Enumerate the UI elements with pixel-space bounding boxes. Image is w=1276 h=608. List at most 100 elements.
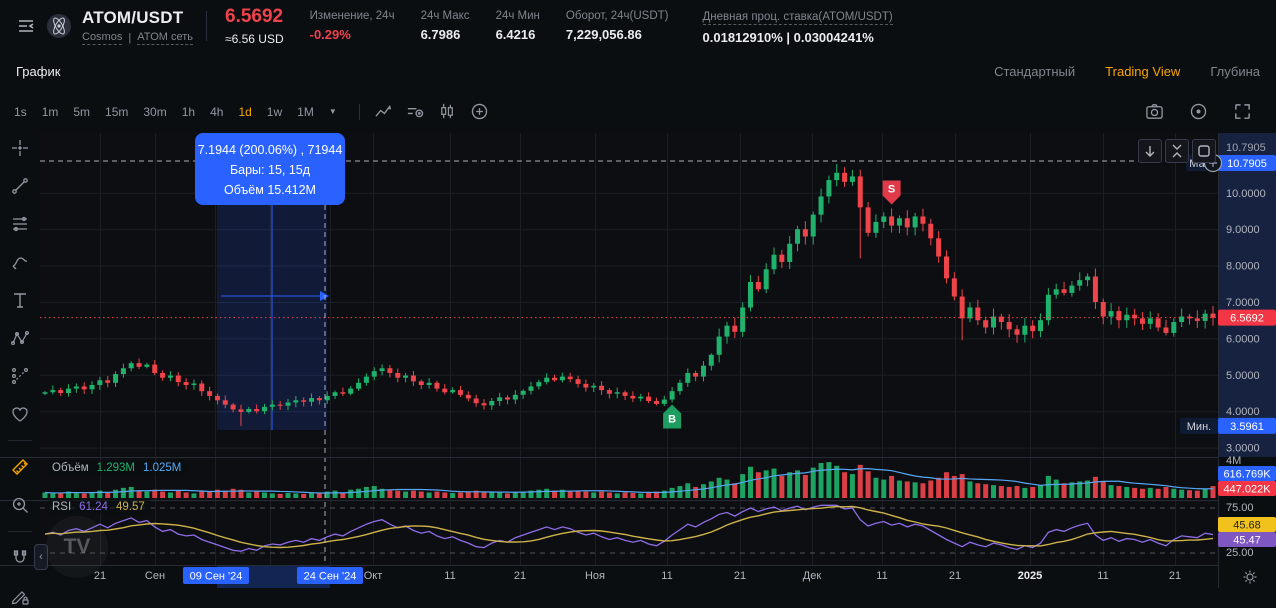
tf-1M[interactable]: 1M — [297, 104, 314, 119]
stat-change: Изменение, 24ч -0.29% — [310, 10, 395, 42]
trend-line-tool-icon[interactable] — [7, 174, 33, 198]
pane-separators[interactable] — [0, 457, 1276, 566]
fullscreen-icon[interactable] — [1230, 101, 1254, 123]
tab-chart[interactable]: График — [16, 63, 61, 79]
indicators-icon[interactable] — [404, 101, 428, 123]
line-chart-type-icon[interactable] — [372, 101, 396, 123]
svg-text:21: 21 — [514, 570, 526, 582]
svg-text:8.0000: 8.0000 — [1226, 261, 1260, 273]
zoom-in-tool-icon[interactable] — [7, 493, 33, 517]
tab-tradingview[interactable]: Trading View — [1105, 63, 1181, 79]
tf-1h[interactable]: 1h — [181, 104, 196, 119]
svg-text:Ноя: Ноя — [585, 570, 605, 582]
tf-1d[interactable]: 1d — [238, 104, 252, 119]
tf-30m[interactable]: 30m — [143, 104, 167, 119]
drawing-toolbar — [0, 136, 40, 608]
funding-value: 0.01812910% | 0.03004241% — [702, 30, 874, 45]
usd-price: ≈6.56 USD — [225, 32, 284, 46]
svg-text:3.0000: 3.0000 — [1226, 443, 1260, 455]
price-block: 6.5692 ≈6.56 USD — [225, 6, 284, 46]
menu-icon[interactable] — [14, 14, 38, 38]
price-axis[interactable]: 10.0000 9.0000 8.0000 7.0000 6.0000 5.0000 4.0… — [1180, 133, 1276, 588]
low-label: 24ч Мин — [495, 10, 540, 22]
svg-text:11: 11 — [661, 570, 672, 582]
tf-4h[interactable]: 4h — [210, 104, 224, 119]
header-divider — [206, 11, 207, 41]
stat-high: 24ч Макс 6.7986 — [421, 10, 470, 42]
tab-depth[interactable]: Глубина — [1210, 63, 1260, 79]
time-axis-badge — [183, 567, 249, 584]
svg-text:21: 21 — [94, 570, 106, 582]
xabcd-pattern-tool-icon[interactable] — [7, 326, 33, 350]
compare-add-icon[interactable] — [468, 101, 492, 123]
svg-text:S: S — [888, 184, 895, 196]
collapse-pane-icon[interactable] — [1165, 139, 1189, 163]
funding-label[interactable]: Дневная проц. ставка(ATOM/USDT) — [702, 11, 893, 25]
chain-link[interactable]: ATOM сеть — [137, 30, 194, 45]
tf-5m[interactable]: 5m — [73, 104, 91, 119]
svg-text:Сен: Сен — [145, 570, 165, 582]
projection-tool-icon[interactable] — [7, 364, 33, 388]
ruler-measure-tool-icon[interactable] — [7, 455, 33, 479]
tf-1s[interactable]: 1s — [14, 104, 27, 119]
svg-text:5.0000: 5.0000 — [1226, 370, 1260, 382]
turnover-value: 7,229,056.86 — [565, 27, 642, 42]
turnover-label: Оборот, 24ч(USDT) — [565, 10, 669, 22]
svg-text:11: 11 — [444, 570, 455, 582]
svg-text:45.47: 45.47 — [1233, 535, 1261, 547]
change-value: -0.29% — [309, 27, 351, 42]
svg-text:10.7905: 10.7905 — [1227, 158, 1267, 170]
measure-range: 7.1944 (200.06%) , 71944 — [197, 143, 343, 157]
svg-text:447.022K: 447.022K — [1223, 484, 1271, 496]
tf-1w[interactable]: 1w — [266, 104, 283, 119]
svg-text:10.0000: 10.0000 — [1226, 188, 1266, 200]
timeframe-caret-icon[interactable]: ▼ — [328, 107, 337, 116]
buy-marker[interactable] — [663, 404, 682, 429]
svg-text:24 Сен '24: 24 Сен '24 — [304, 571, 357, 583]
scroll-down-icon[interactable] — [1138, 139, 1162, 163]
chart-toolbar: 1s 1m 5m 15m 30m 1h 4h 1d 1w 1M ▼ — [0, 90, 1276, 133]
volume-ma-line — [44, 468, 1214, 494]
tab-standard[interactable]: Стандартный — [994, 63, 1076, 79]
svg-text:B: B — [668, 414, 676, 426]
time-axis[interactable]: 21 Сен Окт 11 21 Ноя 11 21 Дек 11 21 2025 11 21 09 Сен… — [94, 566, 1181, 588]
svg-text:21: 21 — [1169, 570, 1181, 582]
network-separator: | — [128, 31, 132, 44]
network-link[interactable]: Cosmos — [82, 30, 123, 45]
magnet-tool-icon[interactable] — [7, 546, 33, 570]
tf-1m[interactable]: 1m — [41, 104, 59, 119]
rsi-value: 61.24 — [79, 501, 108, 513]
rsi-line — [44, 504, 1214, 552]
stat-funding: Дневная проц. ставка(ATOM/USDT) 0.018129… — [702, 7, 893, 45]
volume-label: Объём — [52, 462, 89, 474]
target-settings-icon[interactable] — [1186, 101, 1210, 123]
candle-style-icon[interactable] — [436, 101, 460, 123]
svg-text:11: 11 — [876, 570, 887, 582]
svg-text:Дек: Дек — [803, 570, 822, 582]
toolbar-divider — [8, 531, 32, 532]
toolbar-divider — [358, 103, 360, 120]
crosshair-tool-icon[interactable] — [7, 136, 33, 160]
text-tool-icon[interactable] — [7, 288, 33, 312]
maximize-pane-icon[interactable] — [1192, 139, 1216, 163]
emoji-heart-tool-icon[interactable] — [7, 402, 33, 426]
tf-15m[interactable]: 15m — [105, 104, 129, 119]
measure-overlay — [217, 205, 329, 430]
fib-lines-tool-icon[interactable] — [7, 212, 33, 236]
tradingview-watermark[interactable]: TV — [46, 516, 108, 578]
brush-tool-icon[interactable] — [7, 250, 33, 274]
camera-icon[interactable] — [1142, 101, 1166, 123]
svg-text:4.0000: 4.0000 — [1226, 406, 1260, 418]
svg-text:10.7905: 10.7905 — [1226, 142, 1266, 154]
svg-text:7.0000: 7.0000 — [1226, 297, 1260, 309]
measure-tooltip: 7.1944 (200.06%) , 71944 Бары: 15, 15д О… — [195, 133, 345, 205]
timezone-gear-icon[interactable] — [1239, 567, 1261, 587]
svg-text:Окт: Окт — [364, 570, 383, 582]
volume-series — [42, 462, 1216, 498]
sell-marker[interactable] — [882, 180, 901, 205]
svg-text:6.5692: 6.5692 — [1230, 313, 1264, 325]
svg-text:616.769K: 616.769K — [1223, 469, 1271, 481]
rsi-ma-value: 49.57 — [115, 501, 145, 513]
low-value: 6.4216 — [495, 27, 536, 42]
stat-low: 24ч Мин 6.4216 — [496, 10, 540, 42]
